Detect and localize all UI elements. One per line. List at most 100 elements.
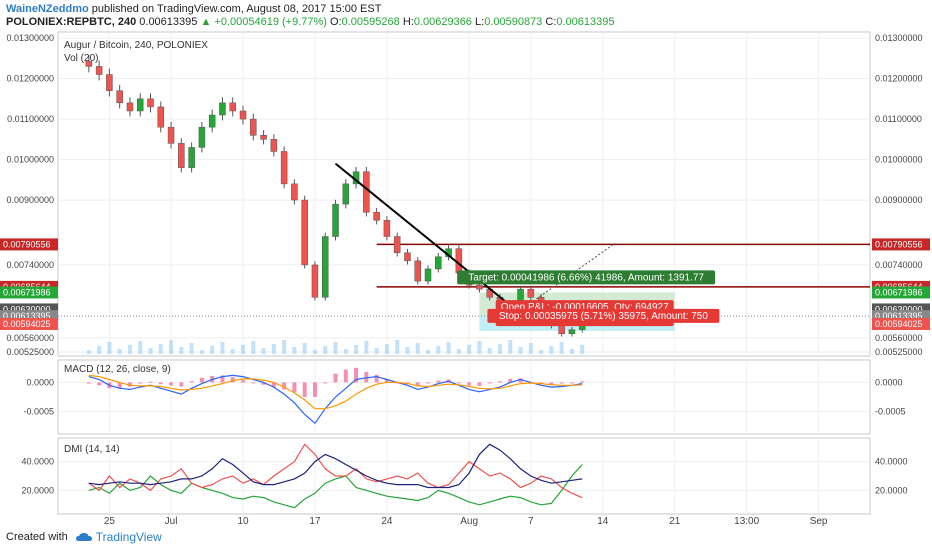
dmi-series	[88, 443, 583, 509]
adx-line	[88, 443, 583, 489]
macd-histogram-bar	[292, 382, 297, 393]
plus-di-line	[88, 464, 583, 509]
signal-line	[88, 374, 583, 410]
price-tick-left: 0.00560000	[6, 333, 54, 343]
volume-bar	[518, 347, 523, 354]
candle-body	[301, 199, 308, 266]
price-tag-text: 0.00790556	[875, 239, 923, 249]
candle-body	[404, 252, 411, 262]
volume-bar	[292, 347, 297, 354]
candle-body	[116, 90, 123, 104]
volume-bar	[456, 349, 461, 354]
volume-bar	[158, 344, 163, 354]
macd-histogram-bar	[323, 382, 328, 384]
x-tick-label: Sep	[810, 516, 828, 527]
volume-bar	[230, 349, 235, 354]
target-box-text: Target: 0.00041986 (6.66%) 41986, Amount…	[468, 272, 704, 283]
volume-bar	[127, 345, 132, 354]
macd-histogram-bar	[312, 382, 317, 397]
macd-histogram-bar	[117, 382, 122, 389]
horizontal-lines[interactable]	[376, 243, 870, 288]
volume-bar	[446, 342, 451, 354]
volume-bar	[271, 344, 276, 354]
macd-histogram-bar	[261, 382, 266, 385]
volume-bar	[374, 348, 379, 354]
macd-histogram-bar	[179, 382, 184, 387]
candle-body	[208, 114, 216, 128]
close-label: C:	[545, 16, 557, 28]
candle-body	[435, 256, 442, 270]
candle-body	[147, 98, 154, 108]
macd-pane-frame	[57, 359, 871, 435]
price-tag-text: 0.00671986	[3, 287, 51, 297]
price-tick-right: 0.01000000	[875, 155, 923, 165]
author-name[interactable]: WaineNZeddmo	[6, 3, 89, 15]
price-tick-right: 0.00740000	[875, 260, 923, 270]
price-tag	[0, 286, 58, 299]
price-tick-left: 0.01100000	[7, 114, 54, 124]
target-box	[457, 270, 716, 285]
macd-histogram-bar	[580, 381, 585, 383]
x-tick-label: 13:00	[734, 516, 759, 527]
macd-histogram-bar	[189, 381, 194, 383]
macd-histogram-bar	[354, 367, 359, 383]
axis-labels: 25 Jul 10 17 24 Aug 7 14 21 13:00 Sep 0.01300000 0.0…	[6, 33, 922, 527]
chart-header: WaineNZeddmo published on TradingView.co…	[0, 0, 932, 30]
macd-histogram-bar	[549, 382, 554, 385]
x-tick-label: 21	[669, 516, 681, 527]
candle-body	[95, 66, 103, 75]
price-tick-left: 0.00525000	[6, 347, 54, 357]
x-tick-label: Aug	[460, 516, 478, 527]
candle-body	[136, 98, 144, 112]
macd-histogram-bar	[374, 374, 379, 383]
price-tag-text: 0.00594025	[875, 319, 923, 329]
volume-bar	[343, 349, 348, 354]
macd-histogram-bar	[333, 373, 338, 383]
macd-tick-left: -0.0005	[23, 407, 54, 417]
volume-bar	[364, 341, 369, 354]
x-tick-label: 14	[597, 516, 609, 527]
macd-histogram-bar	[364, 371, 369, 383]
volume-bar	[169, 340, 174, 354]
macd-histogram-bar	[158, 382, 163, 385]
candle-body	[250, 118, 257, 136]
volume-bar	[497, 344, 502, 354]
ohlc-line: POLONIEX:REPBTC, 240 0.00613395 ▲ +0.000…	[6, 16, 615, 28]
change-value: ▲ +0.00054619 (+9.77%)	[200, 16, 327, 28]
candle-body	[383, 220, 391, 237]
volume-bar	[405, 347, 410, 354]
candle-body	[270, 139, 278, 152]
volume-legend: Vol (20)	[64, 53, 98, 64]
volume-bar	[559, 342, 564, 354]
price-tag-text: 0.00671986	[875, 287, 923, 297]
x-tick-label: Jul	[165, 516, 178, 527]
dmi-tick-right: 20.0000	[875, 485, 908, 495]
publish-line: WaineNZeddmo published on TradingView.co…	[6, 3, 381, 15]
last-price: 0.00613395	[139, 16, 198, 28]
stop-box	[487, 308, 720, 323]
volume-bar	[415, 343, 420, 354]
x-tick-label: 10	[237, 516, 249, 527]
price-tag	[872, 318, 930, 331]
price-tick-right: 0.01200000	[875, 74, 923, 84]
volume-bar	[241, 345, 246, 354]
macd-histogram-bar	[271, 382, 276, 388]
price-tag-text: 0.00613395	[875, 311, 923, 321]
macd-histogram-bar	[497, 381, 502, 383]
volume-bar	[107, 342, 112, 354]
price-tag-text: 0.00790556	[3, 239, 51, 249]
volume-bar	[426, 350, 431, 354]
price-tag	[872, 286, 930, 299]
macd-histogram-bar	[384, 379, 389, 383]
macd-histogram-bar	[230, 377, 235, 383]
dmi-tick-right: 40.0000	[875, 457, 908, 467]
price-tag-text: 0.00613395	[3, 311, 51, 321]
candle-body	[188, 147, 195, 168]
candle-body	[178, 143, 185, 168]
macd-histogram-bar	[251, 382, 256, 384]
candle-body	[332, 203, 339, 237]
tradingview-brand[interactable]: TradingView	[95, 530, 162, 544]
candle-body	[558, 325, 565, 334]
macd-histogram-bar	[241, 380, 246, 383]
